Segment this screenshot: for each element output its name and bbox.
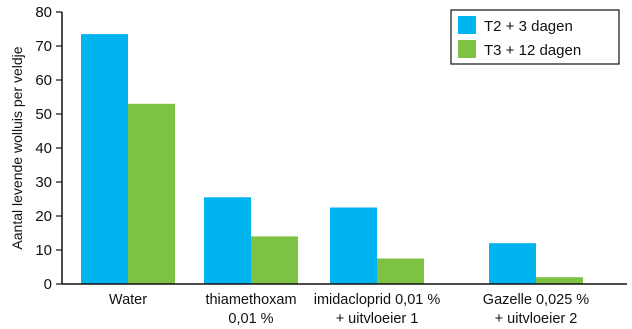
y-tick-label-30: 30 [35,174,52,191]
bar-t3-3 [536,277,583,284]
x-label-2-line-0: imidacloprid 0,01 % [314,292,441,308]
y-tick-label-70: 70 [35,38,52,55]
y-tick-label-40: 40 [35,140,52,157]
x-label-1-line-0: thiamethoxam [205,292,296,308]
legend-label-1: T3 + 12 dagen [484,42,581,59]
y-tick-label-10: 10 [35,242,52,259]
x-label-1-line-1: 0,01 % [228,311,273,327]
y-tick-label-0: 0 [44,276,52,293]
y-tick-label-50: 50 [35,106,52,123]
y-tick-label-60: 60 [35,72,52,89]
y-ticks-group: 0 10 20 30 40 50 60 70 80 [35,4,62,293]
bar-t3-1 [251,236,298,284]
bar-t2-2 [330,207,377,284]
y-tick-label-80: 80 [35,4,52,21]
bar-t3-2 [377,258,424,284]
x-labels-group: Water thiamethoxam 0,01 % imidacloprid 0,01… [109,292,589,327]
x-label-2-line-1: + uitvloeier 1 [336,311,419,327]
legend: T2 + 3 dagen T3 + 12 dagen [450,9,620,65]
x-label-3-line-1: + uitvloeier 2 [495,311,578,327]
legend-swatch-1 [458,40,476,58]
y-tick-label-20: 20 [35,208,52,225]
y-axis-label: Aantal levende wolluis per veldje [9,46,25,249]
bar-t2-3 [489,243,536,284]
bars-group [81,34,583,284]
x-label-0-line-0: Water [109,292,147,308]
bar-t2-0 [81,34,128,284]
x-label-3-line-0: Gazelle 0,025 % [483,292,590,308]
bar-t3-0 [128,103,175,284]
legend-box [450,9,620,65]
legend-label-0: T2 + 3 dagen [484,18,573,35]
legend-swatch-0 [458,16,476,34]
bar-t2-1 [204,197,251,284]
